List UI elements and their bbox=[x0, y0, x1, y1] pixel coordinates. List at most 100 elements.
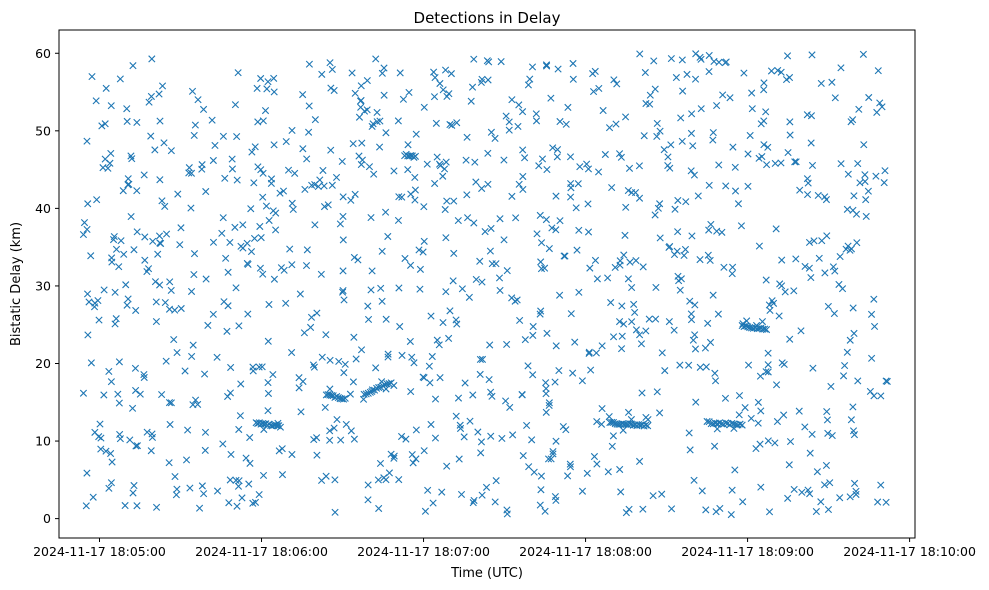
noise-detection bbox=[387, 450, 395, 458]
noise-detection bbox=[367, 286, 375, 294]
noise-detection bbox=[710, 442, 719, 450]
noise-detection bbox=[303, 246, 311, 254]
noise-detection bbox=[264, 407, 272, 415]
noise-detection bbox=[187, 287, 196, 296]
noise-detection bbox=[349, 140, 357, 148]
noise-detection bbox=[201, 428, 210, 436]
noise-detection bbox=[709, 136, 717, 144]
noise-detection bbox=[755, 242, 764, 250]
noise-detection bbox=[687, 129, 696, 137]
noise-detection bbox=[705, 181, 713, 189]
noise-detection bbox=[496, 286, 504, 295]
noise-detection bbox=[363, 76, 371, 85]
noise-detection bbox=[258, 363, 266, 371]
noise-detection bbox=[844, 170, 852, 178]
noise-detection bbox=[484, 180, 492, 188]
y-tick-label: 50 bbox=[35, 123, 51, 138]
noise-detection bbox=[652, 315, 660, 323]
noise-detection bbox=[320, 203, 329, 211]
noise-detection bbox=[431, 395, 440, 403]
noise-detection bbox=[340, 296, 348, 304]
noise-detection bbox=[330, 86, 338, 95]
noise-detection bbox=[824, 505, 833, 514]
noise-detection bbox=[185, 164, 193, 172]
noise-detection bbox=[735, 391, 744, 400]
noise-detection bbox=[524, 81, 532, 89]
noise-detection bbox=[331, 476, 339, 484]
noise-detection bbox=[688, 110, 696, 118]
noise-detection bbox=[89, 493, 97, 501]
noise-detection bbox=[720, 263, 728, 271]
noise-detection bbox=[545, 401, 553, 410]
noise-detection bbox=[177, 304, 185, 313]
noise-detection bbox=[688, 232, 696, 240]
noise-detection bbox=[264, 337, 272, 345]
noise-detection bbox=[739, 498, 747, 506]
noise-detection bbox=[605, 413, 613, 421]
noise-detection bbox=[407, 190, 415, 198]
noise-detection bbox=[698, 487, 706, 495]
noise-detection bbox=[516, 316, 524, 325]
noise-detection bbox=[537, 307, 545, 315]
noise-detection bbox=[734, 200, 743, 208]
noise-detection bbox=[548, 224, 556, 232]
noise-detection bbox=[495, 274, 504, 282]
noise-detection bbox=[306, 323, 315, 331]
noise-detection bbox=[469, 499, 477, 507]
noise-detection bbox=[167, 399, 175, 407]
noise-detection bbox=[92, 97, 100, 105]
noise-detection bbox=[519, 452, 527, 460]
noise-detection bbox=[412, 426, 420, 434]
noise-detection bbox=[390, 167, 398, 175]
noise-detection bbox=[859, 50, 867, 58]
noise-detection bbox=[380, 91, 388, 99]
noise-detection bbox=[165, 459, 173, 467]
noise-detection bbox=[711, 377, 720, 385]
noise-detection bbox=[442, 158, 450, 166]
noise-detection bbox=[128, 404, 137, 412]
noise-detection bbox=[79, 230, 88, 239]
track-detection bbox=[385, 380, 393, 388]
noise-detection bbox=[172, 491, 180, 499]
noise-detection bbox=[190, 131, 198, 140]
noise-detection bbox=[836, 494, 844, 502]
noise-detection bbox=[228, 165, 237, 173]
noise-detection bbox=[224, 392, 232, 401]
noise-detection bbox=[584, 228, 593, 236]
noise-detection bbox=[523, 421, 531, 430]
noise-detection bbox=[877, 481, 885, 489]
noise-detection bbox=[166, 278, 174, 286]
noise-detection bbox=[341, 360, 349, 368]
noise-detection bbox=[500, 156, 508, 164]
noise-detection bbox=[849, 206, 857, 214]
noise-detection bbox=[841, 362, 849, 370]
noise-detection bbox=[83, 225, 91, 234]
noise-detection bbox=[259, 117, 267, 125]
noise-detection bbox=[646, 91, 654, 99]
noise-detection bbox=[744, 361, 753, 369]
noise-detection bbox=[796, 186, 804, 194]
noise-detection bbox=[350, 435, 358, 443]
noise-detection bbox=[384, 353, 392, 361]
noise-detection bbox=[108, 458, 116, 466]
noise-detection bbox=[670, 250, 679, 259]
noise-detection bbox=[326, 427, 334, 435]
noise-detection bbox=[233, 502, 241, 510]
noise-detection bbox=[521, 336, 529, 344]
noise-detection bbox=[808, 430, 816, 438]
noise-detection bbox=[472, 275, 480, 284]
noise-detection bbox=[357, 82, 365, 90]
noise-detection bbox=[722, 182, 730, 190]
noise-detection bbox=[801, 262, 809, 270]
noise-detection bbox=[111, 288, 119, 296]
noise-detection bbox=[122, 281, 130, 289]
noise-detection bbox=[656, 200, 664, 208]
noise-detection bbox=[232, 284, 240, 292]
noise-detection bbox=[763, 161, 771, 169]
noise-detection bbox=[471, 158, 479, 166]
noise-detection bbox=[420, 103, 428, 111]
noise-detection bbox=[286, 245, 294, 253]
noise-detection bbox=[311, 221, 319, 229]
noise-detection bbox=[797, 327, 805, 335]
